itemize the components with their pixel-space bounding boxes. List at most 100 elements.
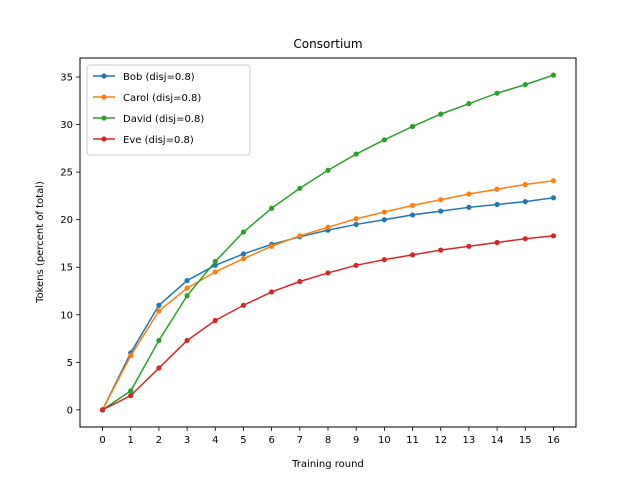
data-point [353, 151, 359, 157]
x-tick-label: 5 [240, 435, 246, 446]
data-point [409, 123, 416, 130]
data-point [212, 269, 218, 275]
x-tick-label: 10 [378, 435, 391, 446]
data-point [409, 252, 416, 258]
data-point [269, 205, 275, 211]
legend-marker [101, 73, 107, 79]
x-tick-label: 3 [184, 435, 190, 446]
x-tick-label: 12 [434, 435, 447, 446]
data-point [156, 365, 162, 371]
x-axis: 0 1 2 3 4 5 6 7 8 9 10 11 12 13 14 15 16 [99, 427, 560, 446]
legend-box [86, 64, 251, 156]
data-point [240, 229, 247, 235]
y-tick-label: 25 [60, 168, 73, 179]
data-point [184, 285, 190, 291]
data-point [269, 289, 275, 295]
legend-label: David (disj=0.8) [123, 114, 204, 125]
data-point [438, 247, 444, 253]
legend: Bob (disj=0.8) Carol (disj=0.8) David (dis… [86, 64, 251, 156]
data-point [184, 277, 190, 284]
data-point [156, 302, 162, 308]
data-point [381, 209, 387, 215]
data-point [466, 243, 472, 249]
data-point [381, 257, 387, 263]
data-point [409, 212, 416, 218]
legend-label: Eve (disj=0.8) [123, 135, 194, 146]
legend-marker [101, 115, 107, 121]
legend-label: Carol (disj=0.8) [123, 93, 201, 104]
legend-label: Bob (disj=0.8) [123, 72, 195, 83]
data-point [381, 217, 387, 223]
data-point [325, 167, 331, 173]
x-tick-label: 4 [212, 435, 218, 446]
chart-title: Consortium [293, 37, 362, 51]
data-point [522, 199, 528, 205]
data-point [156, 308, 162, 314]
x-tick-label: 13 [463, 435, 476, 446]
data-point [494, 90, 500, 96]
data-point [128, 388, 134, 394]
data-point [212, 317, 218, 324]
data-point [269, 243, 275, 249]
legend-marker [101, 94, 107, 100]
plot-area [99, 72, 557, 413]
x-tick-label: 16 [547, 435, 560, 446]
data-point [156, 337, 162, 344]
data-point [99, 407, 106, 413]
y-tick-label: 20 [60, 215, 73, 226]
y-tick-label: 0 [67, 405, 73, 416]
data-point [184, 293, 190, 299]
data-point [297, 278, 303, 285]
data-point [550, 233, 557, 239]
data-point [325, 270, 331, 276]
x-tick-label: 11 [406, 435, 419, 446]
data-point [240, 251, 247, 257]
data-point [550, 195, 557, 201]
x-tick-label: 14 [491, 435, 504, 446]
y-tick-label: 10 [60, 310, 73, 321]
data-point [128, 353, 134, 359]
x-tick-label: 9 [353, 435, 359, 446]
data-point [297, 233, 303, 239]
data-point [550, 72, 557, 78]
data-point [550, 178, 557, 184]
data-point [297, 185, 303, 191]
data-point [438, 208, 444, 214]
x-tick-label: 1 [128, 435, 134, 446]
x-tick-label: 2 [156, 435, 162, 446]
data-point [438, 111, 444, 117]
y-axis-label: Tokens (percent of total) [35, 181, 46, 304]
x-tick-label: 6 [268, 435, 274, 446]
y-tick-label: 30 [60, 120, 73, 131]
data-point [184, 337, 190, 344]
data-point [353, 216, 359, 222]
x-axis-label: Training round [291, 459, 364, 470]
data-point [466, 101, 472, 107]
y-tick-label: 5 [67, 358, 73, 369]
data-point [409, 202, 416, 209]
data-point [438, 197, 444, 203]
x-tick-label: 0 [99, 435, 105, 446]
y-axis: 0 5 10 15 20 25 30 35 [60, 73, 80, 416]
y-tick-label: 35 [60, 73, 73, 84]
data-point [128, 393, 134, 399]
data-point [494, 186, 500, 192]
data-point [381, 137, 387, 143]
data-point [466, 204, 472, 210]
x-tick-label: 7 [297, 435, 303, 446]
data-point [353, 262, 359, 268]
data-point [240, 256, 247, 262]
data-point [522, 82, 528, 88]
data-point [325, 224, 331, 230]
data-point [240, 302, 247, 308]
legend-marker [101, 136, 107, 142]
data-point [212, 258, 218, 265]
data-point [494, 201, 500, 208]
x-tick-label: 15 [519, 435, 532, 446]
data-point [522, 236, 528, 242]
data-point [494, 239, 500, 246]
data-point [466, 191, 472, 197]
y-tick-label: 15 [60, 263, 73, 274]
x-tick-label: 8 [325, 435, 331, 446]
